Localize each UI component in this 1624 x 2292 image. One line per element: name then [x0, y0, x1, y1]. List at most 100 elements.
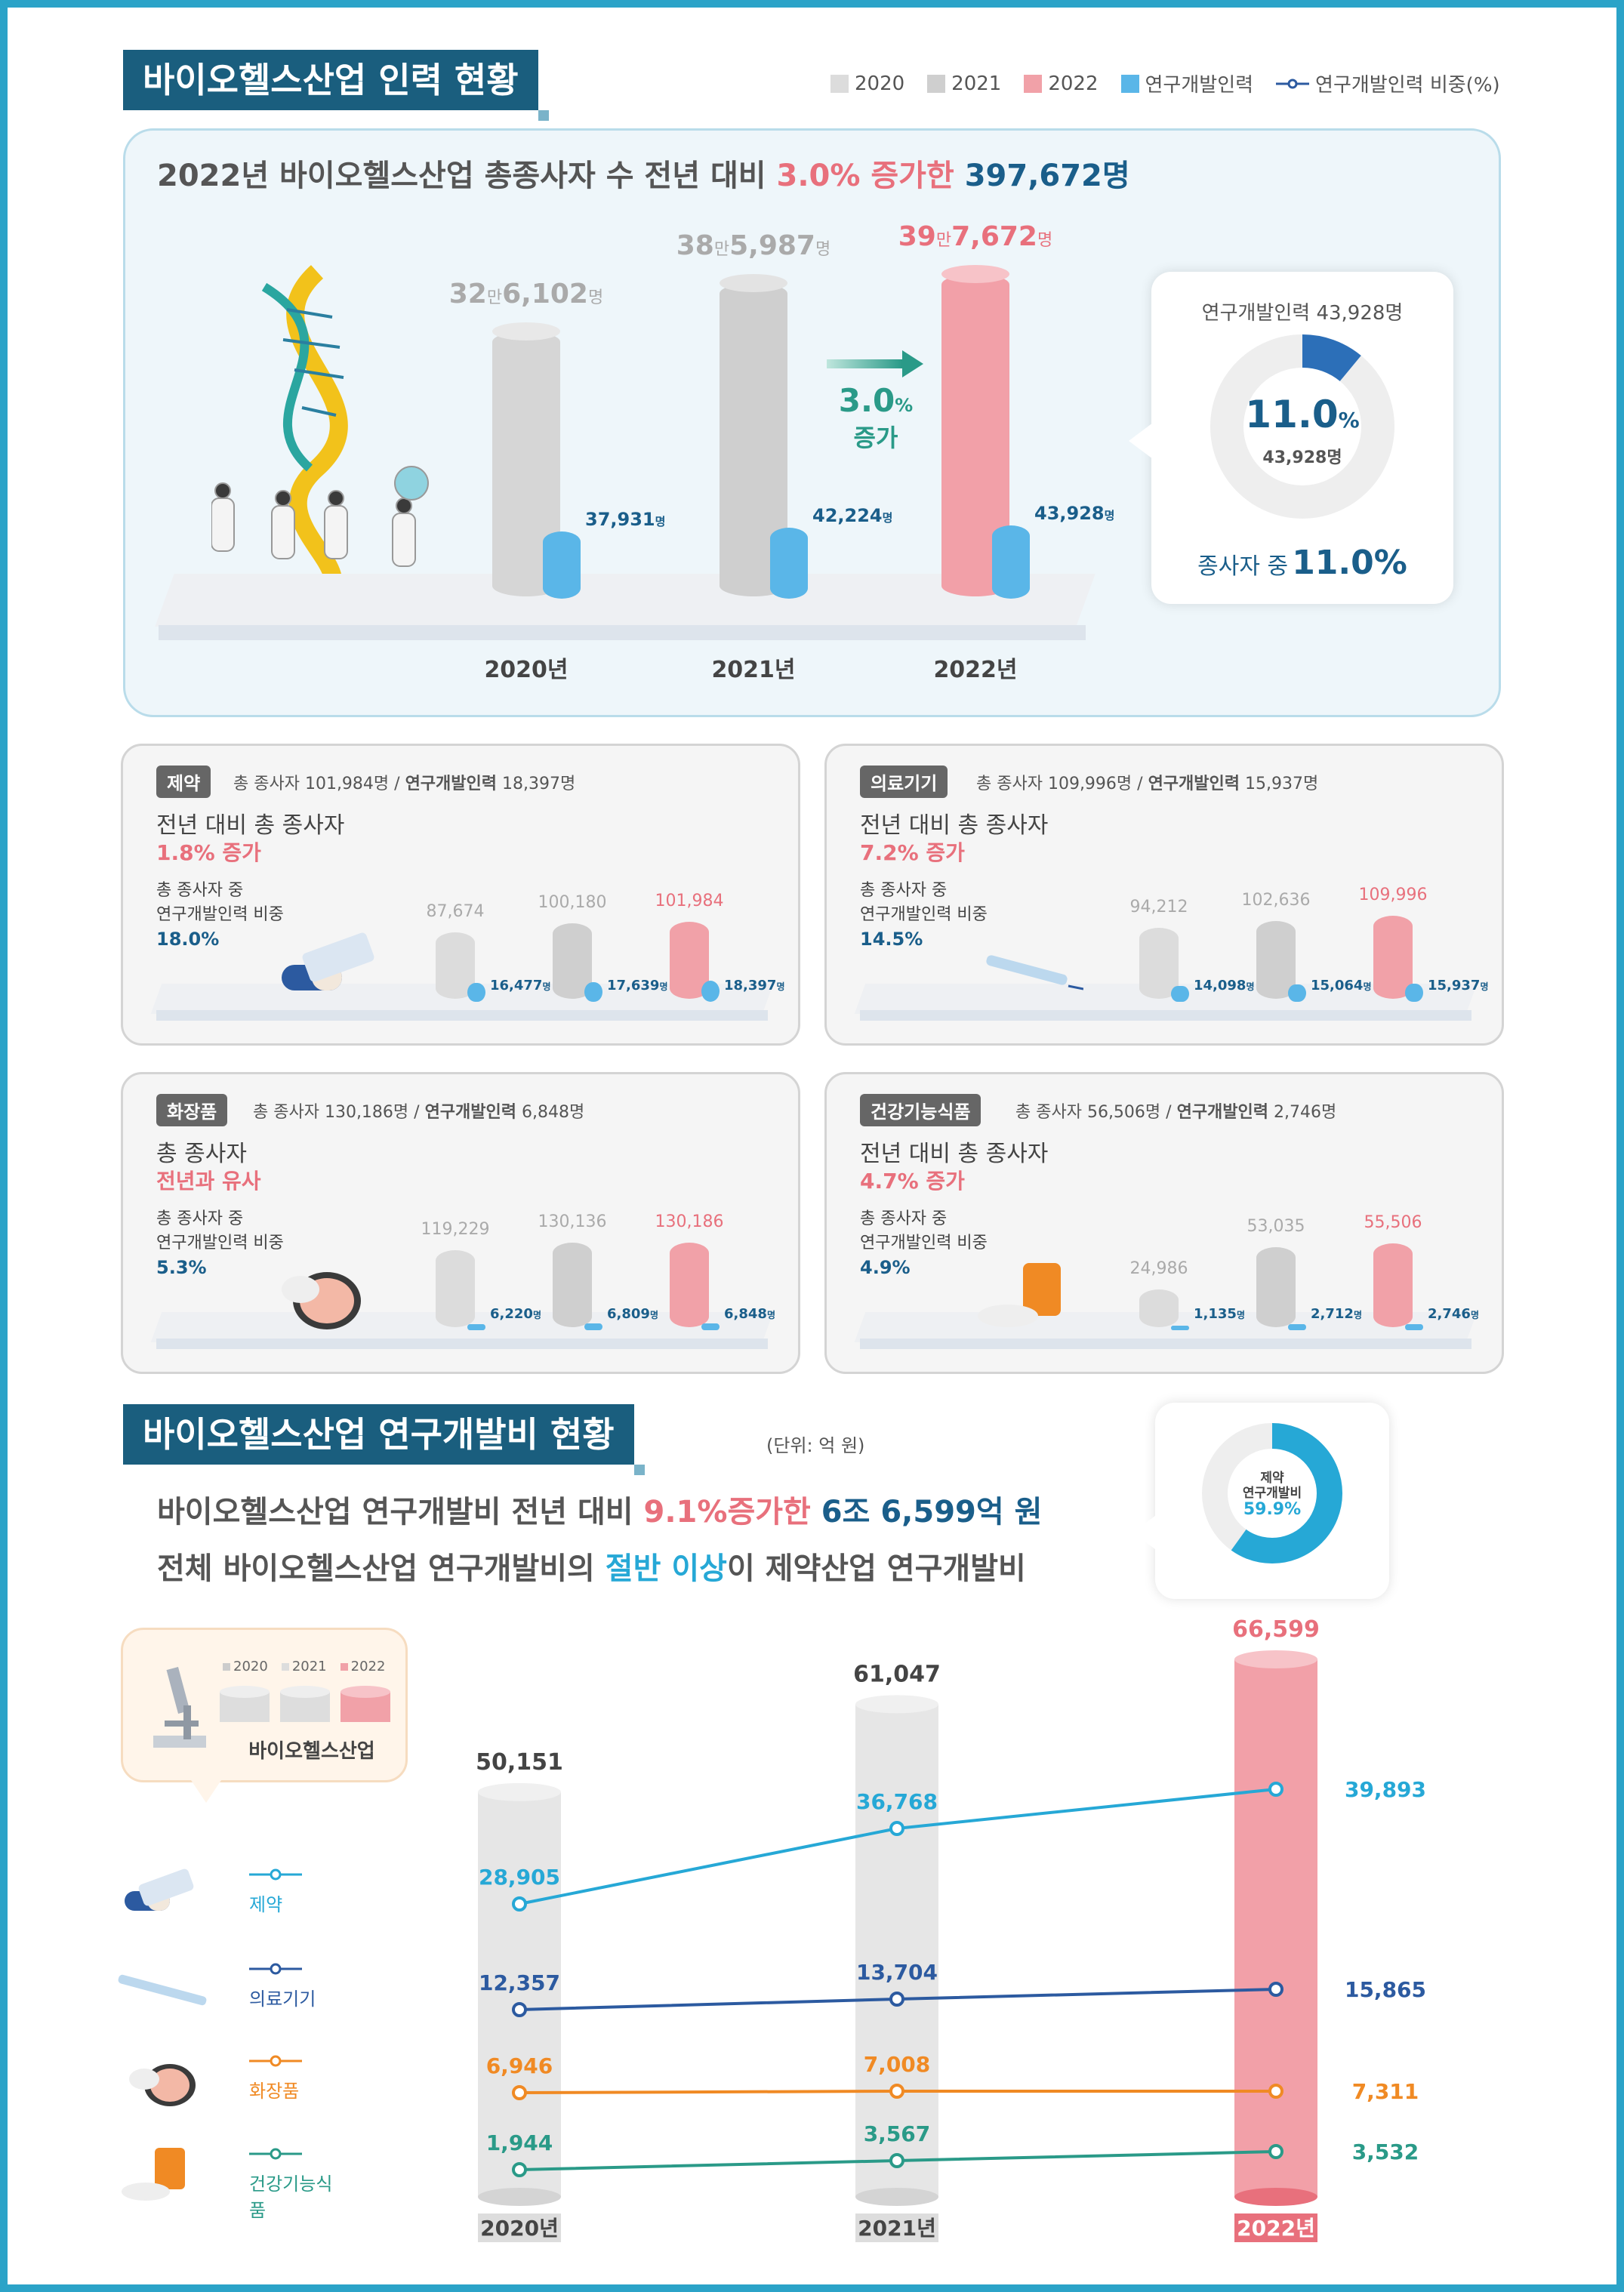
year-axis-label: 2021년 — [711, 657, 796, 683]
panel-rnd-label: 16,477명 — [490, 978, 551, 994]
pharma-share-label: 제약 연구개발비 59.9% — [1242, 1471, 1302, 1519]
panel-rnd-bar — [1405, 984, 1423, 1002]
rnd-workers-bar — [543, 531, 581, 599]
series-point — [1268, 2084, 1283, 2099]
total-rnd-bar-top — [855, 1695, 938, 1714]
legend-line-marker — [249, 1868, 302, 1881]
series-value-label: 1,944 — [486, 2130, 553, 2155]
panel-total-bar — [1139, 1289, 1179, 1327]
industry-line1: 총 종사자 — [156, 1141, 247, 1167]
total-rnd-bar-top — [1234, 1650, 1317, 1668]
legend-item-syringe: 의료기기 — [117, 1963, 344, 2031]
total-rnd-bar-base — [855, 2188, 938, 2206]
series-value-label: 6,946 — [486, 2053, 553, 2078]
rnd-share-count: 43,928명 — [1262, 448, 1342, 467]
section2-line2: 전체 바이오헬스산업 연구개발비의 절반 이상이 제약산업 연구개발비 — [157, 1551, 1026, 1586]
panel-rnd-bar — [1288, 984, 1306, 1002]
industry-ratio: 총 종사자 중 연구개발인력 비중 18.0% — [156, 881, 284, 950]
year-label-bg — [478, 2213, 561, 2242]
panel-floor-edge — [156, 1010, 768, 1021]
industry-line1: 전년 대비 총 종사자 — [860, 1141, 1049, 1167]
total-rnd-bar — [855, 1704, 938, 2197]
legend-item-2021: 2021 — [927, 72, 1001, 95]
rnd-share-footer: 종사자 중 11.0% — [1197, 544, 1407, 582]
industry-meta: 총 종사자 101,984명 / 연구개발인력 18,397명 — [233, 775, 576, 793]
pill-icon — [125, 1868, 194, 1911]
industry-panel-4: 건강기능식품 총 종사자 56,506명 / 연구개발인력 2,746명 전년 … — [824, 1072, 1504, 1374]
year-label-bg — [1234, 2213, 1317, 2242]
total-workers-label: 39만7,672명 — [898, 220, 1053, 252]
total-rnd-bar-top — [478, 1782, 561, 1801]
series-point — [512, 2162, 527, 2177]
industry-ratio: 총 종사자 중 연구개발인력 비중 5.3% — [156, 1209, 284, 1278]
panel-rnd-label: 14,098명 — [1194, 978, 1255, 994]
industry-panel-1: 제약 총 종사자 101,984명 / 연구개발인력 18,397명 전년 대비… — [121, 744, 800, 1046]
pill-icon — [282, 932, 374, 990]
series-value-label: 3,567 — [864, 2121, 931, 2146]
panel-total-label: 119,229 — [421, 1219, 490, 1239]
industry-ratio: 총 종사자 중 연구개발인력 비중 4.9% — [860, 1209, 988, 1278]
syringe-icon — [118, 1974, 207, 2006]
syringe-icon — [986, 955, 1083, 990]
section1-title: 바이오헬스산업 인력 현황 — [123, 50, 549, 121]
series-value-label: 36,768 — [856, 1789, 938, 1814]
series-point — [1268, 1782, 1283, 1797]
rnd-share-donut — [1210, 334, 1394, 519]
rnd-card-title: 연구개발인력 43,928명 — [1201, 302, 1404, 325]
legend-item-compact: 화장품 — [117, 2055, 344, 2123]
panel-total-label: 102,636 — [1241, 891, 1311, 910]
supplement-jar-icon — [978, 1263, 1061, 1327]
rnd-workers-label: 37,931명 — [585, 509, 666, 531]
industry-line2: 7.2% 증가 — [860, 840, 965, 865]
panel-total-label: 24,986 — [1129, 1259, 1188, 1279]
industry-line2: 1.8% 증가 — [156, 840, 261, 865]
donut-share-slice — [1210, 334, 1394, 519]
legend-line-marker — [249, 1963, 302, 1975]
series-point — [1268, 1982, 1283, 1997]
panel-total-label: 101,984 — [655, 892, 724, 911]
panel-total-bar — [670, 1243, 709, 1327]
panel-total-bar — [553, 1243, 592, 1327]
panel-total-label: 87,674 — [426, 902, 485, 922]
legend-item-supplement-jar: 건강기능식품 — [117, 2148, 344, 2221]
rnd-share-pct: 11.0% — [1245, 393, 1360, 436]
mini-legend-label: 바이오헬스산업 — [248, 1740, 375, 1763]
compact-icon — [282, 1272, 361, 1329]
rnd-workers-label: 42,224명 — [812, 504, 893, 526]
series-value-label: 12,357 — [479, 1970, 560, 1995]
legend-item-2022: 2022 — [1024, 72, 1099, 95]
legend-item-rnd-ratio: 연구개발인력 비중(%) — [1276, 69, 1500, 97]
series-value-label: 28,905 — [479, 1865, 560, 1890]
total-rnd-bar — [1234, 1659, 1317, 2197]
panel-total-bar — [1373, 1243, 1413, 1327]
year-label-bg — [855, 2213, 938, 2242]
industry-meta: 총 종사자 109,996명 / 연구개발인력 15,937명 — [976, 775, 1319, 793]
mini-legend-years: 2020 2021 2022 — [223, 1659, 385, 1674]
industry-tag: 화장품 — [156, 1094, 228, 1126]
series-value-label: 7,311 — [1352, 2079, 1419, 2104]
rnd-share-card: 연구개발인력 43,928명 11.0% 43,928명 종사자 중 11.0% — [1129, 272, 1453, 604]
line-marker-icon — [1276, 79, 1310, 88]
total-workers-bar-top — [492, 322, 560, 341]
section2-unit: (단위: 억 원) — [766, 1435, 865, 1456]
dna-researchers-illustration — [211, 265, 429, 604]
pharma-rnd-share-donut — [1202, 1423, 1342, 1563]
mini-legend-bubble: 2020 2021 2022 바이오헬스산업 — [121, 1628, 408, 1803]
industry-tag: 의료기기 — [860, 766, 948, 798]
panel-rnd-label: 1,135명 — [1194, 1306, 1245, 1322]
total-rnd-label: 61,047 — [853, 1661, 941, 1687]
section2-title: 바이오헬스산업 연구개발비 현황 — [123, 1404, 645, 1475]
total-rnd-bar — [478, 1791, 561, 2197]
series-point — [889, 1821, 904, 1836]
legend: 2020 2021 2022 연구개발인력 연구개발인력 비중(%) — [830, 69, 1500, 97]
panel-total-label: 53,035 — [1247, 1216, 1305, 1236]
industry-panel-2: 의료기기 총 종사자 109,996명 / 연구개발인력 15,937명 전년 … — [824, 744, 1504, 1046]
total-workers-bar-top — [941, 264, 1009, 283]
section1-headline: 2022년 바이오헬스산업 총종사자 수 전년 대비 3.0% 증가한 397,… — [157, 159, 1130, 193]
series-point — [512, 2002, 527, 2017]
growth-arrow-icon — [827, 350, 923, 377]
panel-total-bar — [1256, 1246, 1296, 1327]
chart-floor-edge — [159, 625, 1086, 640]
industry-line1: 전년 대비 총 종사자 — [860, 812, 1049, 839]
